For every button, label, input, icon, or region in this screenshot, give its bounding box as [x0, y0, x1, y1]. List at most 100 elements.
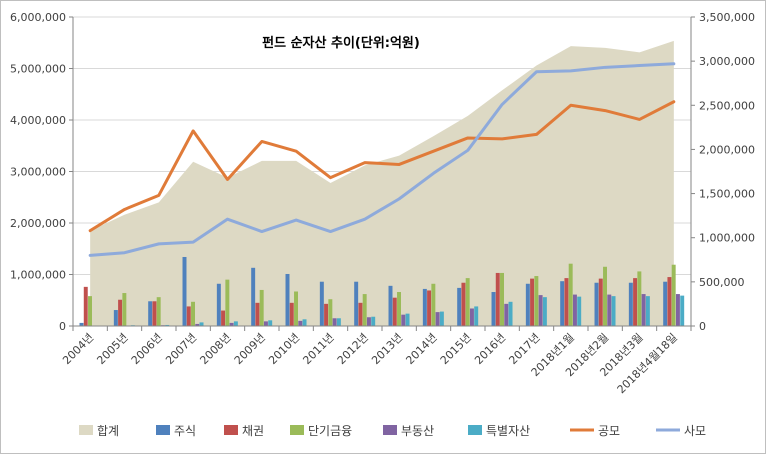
bar	[268, 320, 272, 326]
category-label: 2011년	[300, 331, 336, 367]
bar	[642, 294, 646, 326]
bar	[152, 301, 156, 326]
bar	[303, 319, 307, 326]
bar	[393, 298, 397, 326]
legend-label: 합계	[97, 424, 119, 438]
chart-title: 펀드 순자산 추이(단위:억원)	[262, 35, 420, 51]
legend-swatch	[156, 425, 170, 435]
bar	[595, 283, 599, 326]
bar	[401, 315, 405, 326]
bar	[564, 278, 568, 326]
bar	[286, 274, 290, 326]
bar	[118, 300, 122, 326]
bar	[672, 265, 676, 326]
bar	[294, 292, 298, 327]
bar	[509, 302, 513, 326]
bar	[217, 284, 221, 326]
bar	[122, 293, 126, 326]
bar	[225, 280, 229, 326]
left-tick-label: 1,000,000	[10, 269, 66, 282]
legend-swatch	[79, 425, 93, 435]
bar	[504, 304, 508, 326]
bar	[492, 292, 496, 326]
bar	[358, 303, 362, 326]
bar	[148, 301, 152, 326]
category-label: 2005년	[94, 331, 130, 367]
bar	[612, 296, 616, 326]
category-label: 2016년	[472, 331, 508, 367]
bar	[333, 318, 337, 326]
right-tick-label: 1,500,000	[699, 188, 755, 201]
bar	[328, 299, 332, 326]
bar	[221, 311, 225, 326]
legend-swatch	[224, 425, 238, 435]
category-label: 2009년	[232, 331, 268, 367]
bar	[543, 297, 547, 326]
bar	[599, 279, 603, 326]
legend-swatch	[290, 425, 304, 435]
bar	[367, 317, 371, 326]
bar	[560, 281, 564, 326]
legend-label: 특별자산	[486, 424, 530, 438]
right-tick-label: 1,000,000	[699, 232, 755, 245]
bar	[88, 296, 92, 326]
legend-item: 주식	[156, 424, 196, 438]
bar	[191, 302, 195, 326]
bar	[260, 290, 264, 326]
bar	[157, 297, 161, 326]
bar	[290, 303, 294, 326]
legend-label: 부동산	[401, 424, 434, 438]
left-tick-label: 5,000,000	[10, 63, 66, 76]
bar	[637, 271, 641, 326]
bar	[298, 321, 302, 326]
left-tick-label: 2,000,000	[10, 217, 66, 230]
bar	[457, 288, 461, 326]
right-tick-label: 3,500,000	[699, 11, 755, 24]
bar	[114, 310, 118, 326]
bar	[255, 303, 259, 326]
legend-swatch	[383, 425, 397, 435]
bar	[440, 312, 444, 326]
bar	[264, 321, 268, 326]
left-tick-label: 3,000,000	[10, 166, 66, 179]
category-label: 2014년	[403, 331, 439, 367]
bar	[337, 318, 341, 326]
legend-item: 합계	[79, 424, 119, 438]
legend-item: 공모	[570, 424, 620, 438]
bar	[324, 304, 328, 326]
bar	[397, 292, 401, 326]
bar	[200, 322, 204, 326]
bar	[530, 279, 534, 326]
legend-item: 채권	[224, 424, 264, 438]
bar	[569, 264, 573, 326]
bar	[680, 296, 684, 326]
right-tick-label: 3,000,000	[699, 55, 755, 68]
bar	[354, 282, 358, 326]
bar	[183, 257, 187, 326]
bar	[474, 306, 478, 326]
bar	[466, 278, 470, 326]
right-tick-label: 2,500,000	[699, 99, 755, 112]
bar	[363, 294, 367, 326]
category-label: 2012년	[335, 331, 371, 367]
bar	[389, 286, 393, 326]
right-tick-label: 2,000,000	[699, 143, 755, 156]
bar	[234, 321, 238, 326]
bar	[577, 297, 581, 326]
bar	[526, 284, 530, 326]
category-label: 2007년	[163, 331, 199, 367]
bar	[251, 268, 255, 326]
legend-item: 특별자산	[468, 424, 530, 438]
bar	[534, 276, 538, 326]
bar	[667, 277, 671, 326]
bar	[607, 295, 611, 326]
bar	[320, 282, 324, 326]
left-tick-label: 0	[59, 320, 66, 333]
left-tick-label: 4,000,000	[10, 114, 66, 127]
bar	[663, 282, 667, 326]
category-label: 2015년	[438, 331, 474, 367]
legend-label: 사모	[684, 424, 706, 438]
